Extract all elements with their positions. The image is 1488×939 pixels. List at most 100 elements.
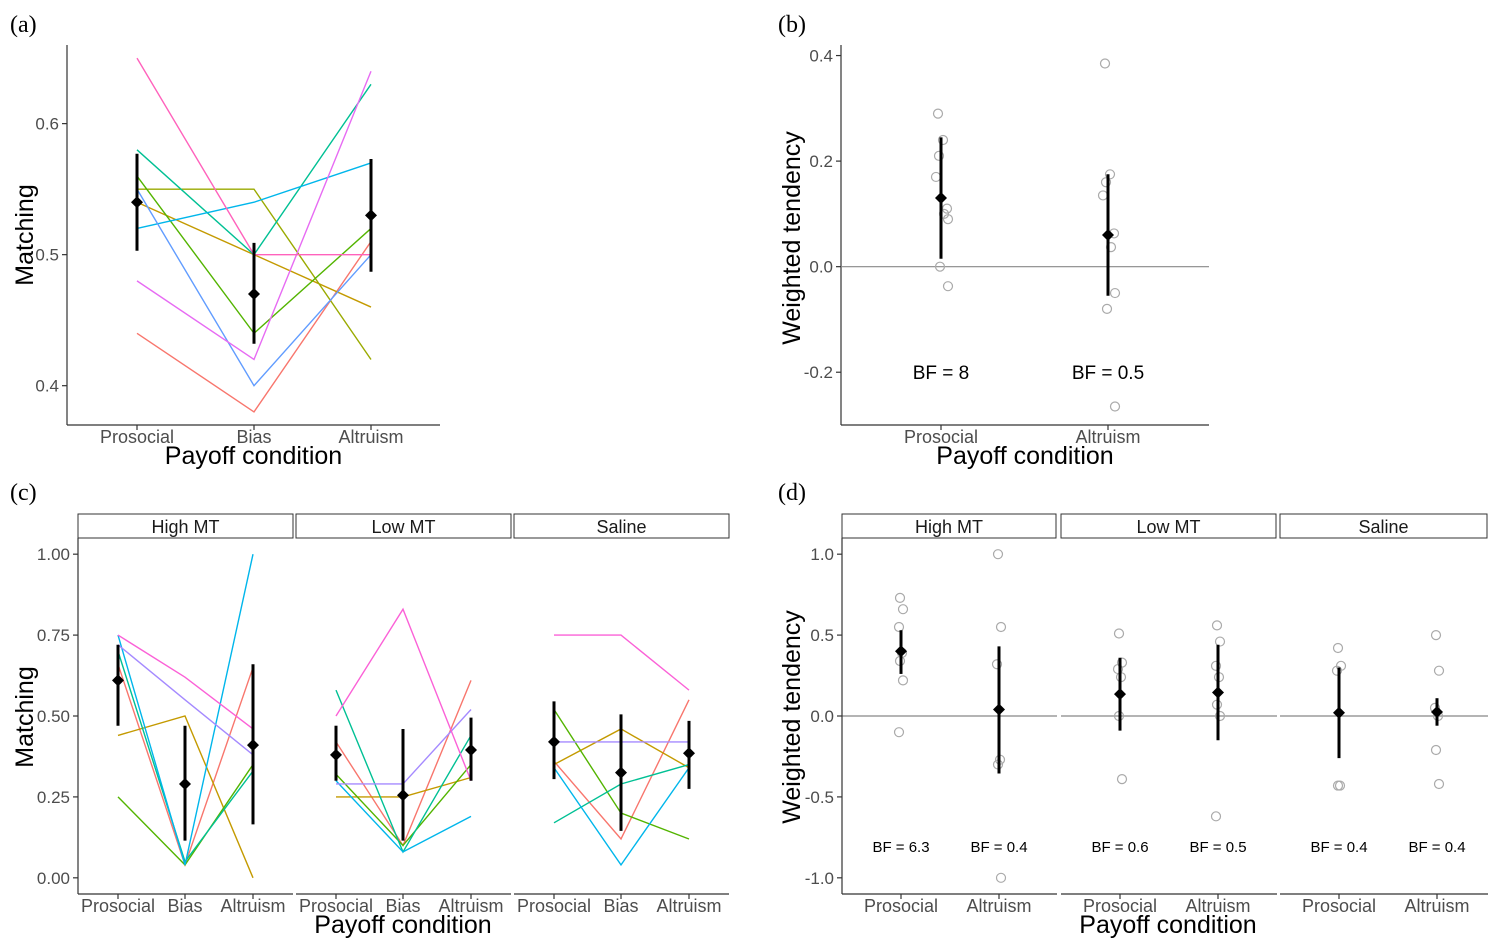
panel-d-facet-1-data-point: [992, 549, 1004, 560]
panel-d-facet-3-data-point: [1331, 665, 1343, 676]
panel-c-facet-3-strip-box: [513, 513, 730, 539]
panel-c-facet-2-x-tick-label: Bias: [385, 896, 420, 916]
panel-d-facet-2-mean-point: [1114, 688, 1126, 701]
panel-d-facet-2-strip-box: [1060, 513, 1277, 539]
panel-b-data-point: [1099, 58, 1111, 69]
panel-d-facet-3-data-point: [1332, 780, 1344, 791]
panel-d-facet-1-mean-point: [993, 703, 1005, 716]
panel-d-facet-3-data-point: [1433, 778, 1445, 790]
panel-d-facet-1-data-point: [995, 621, 1007, 633]
panel-d-facet-1-bf-annotation: BF = 6.3: [872, 839, 929, 856]
panel-c-facet-2-x-tick-label: Altruism: [438, 896, 503, 916]
panel-b-data-point: [1097, 190, 1109, 201]
panel-d-facet-2-data-point: [1116, 774, 1128, 785]
panel-c-y-tick-label: 0.00: [37, 869, 70, 888]
panel-a-subject-line: [137, 188, 372, 360]
panel-d-facet-1-strip-box: [841, 513, 1057, 539]
panel-c-facet-1-subject-line: [117, 644, 254, 756]
panel-b-mean-point: [1102, 229, 1114, 241]
panel-a-subject-line: [136, 83, 372, 256]
panel-c-facet-1-x-tick-label: Prosocial: [81, 896, 155, 916]
panel-b-mean-point: [935, 192, 947, 205]
panel-b-y-tick-label: 0.0: [809, 258, 833, 277]
panel-d-facet-1-data-point: [894, 592, 906, 603]
panel-d-facet-2-data-point: [1211, 620, 1223, 631]
panel-b-x-axis-title: Payoff condition: [936, 442, 1113, 470]
panel-b-data-point: [1109, 287, 1121, 299]
panel-c-facet-1-subject-line: [117, 634, 254, 730]
panel-c-facet-1-mean-point: [179, 777, 191, 790]
panel-a-y-tick-label: 0.4: [35, 377, 59, 396]
panel-d-facet-1-strip-label: High MT: [915, 517, 983, 537]
panel-b-data-point: [1100, 177, 1112, 188]
panel-d-facet-3-bf-annotation: BF = 0.4: [1408, 839, 1465, 856]
panel-d-facet-1-data-point: [991, 659, 1003, 670]
panel-b: (b) -0.2 0.0 0.2 0.4 Prosocial Altruism BF = 8…: [778, 12, 1209, 470]
panel-b-data-point: [934, 261, 946, 272]
panel-c-y-tick-label: 0.25: [37, 788, 70, 807]
panel-d-facet-2-data-point: [1214, 710, 1226, 722]
panel-d-facet-3-strip-box: [1279, 513, 1488, 539]
panel-a-y-axis-title: Matching: [11, 184, 39, 285]
panel-d-facet-3-x-tick-label: Altruism: [1404, 896, 1469, 916]
panel-c-y-axis-title: Matching: [11, 666, 39, 767]
panel-c-facet-1-x-tick-label: Bias: [167, 896, 202, 916]
panel-c-facet-3-mean-point: [683, 747, 695, 760]
panel-b-data-point: [942, 214, 954, 225]
panel-a-y-tick-label: 0.6: [35, 115, 59, 134]
panel-a: (a) 0.4 0.5 0.6 Prosocial Bias AltruismPayoff…: [10, 12, 440, 470]
panel-b-y-tick-label: -0.2: [804, 363, 833, 382]
panel-c-x-axis-title: Payoff condition: [314, 911, 491, 939]
panel-a-mean-point: [365, 209, 377, 222]
panel-c-facet-2-subject-line: [335, 607, 472, 781]
panel-a-x-tick-label: Prosocial: [100, 427, 174, 447]
panel-d-label: (d): [778, 480, 806, 506]
panel-d-facet-3-x-tick-label: Prosocial: [1302, 896, 1376, 916]
panel-b-x-tick-label: Prosocial: [904, 427, 978, 447]
panel-d-x-axis-title: Payoff condition: [1079, 911, 1256, 939]
panel-a-subject-line: [136, 70, 372, 361]
panel-d-facet-3-strip-label: Saline: [1358, 517, 1408, 537]
panel-d-facet-3-data-point: [1430, 744, 1442, 756]
panel-d-facet-3-bf-annotation: BF = 0.4: [1310, 839, 1367, 856]
panel-c-facet-1-mean-point: [112, 674, 124, 687]
panel-d-y-tick-label: 0.0: [810, 707, 834, 726]
panel-d-y-tick-label: -1.0: [805, 869, 834, 888]
panel-c-facet-2-x-tick-label: Prosocial: [299, 896, 373, 916]
panel-d-facet-1-data-point: [893, 727, 905, 738]
panel-c-facet-1-strip-label: High MT: [151, 517, 219, 537]
panel-c-plot-area: 0.00 0.25 0.50 0.75 1.00 High MT Prosocial Bias…: [11, 513, 730, 939]
panel-d-facet-2-x-tick-label: Prosocial: [1083, 896, 1157, 916]
panel-d-facet-1-data-point: [893, 621, 905, 633]
panel-d-facet-1-data-point: [897, 675, 909, 686]
panel-b-data-point: [930, 171, 942, 183]
panel-d-facet-2-data-point: [1210, 660, 1222, 671]
panel-b-y-tick-label: 0.2: [809, 152, 833, 171]
panel-b-data-point: [1109, 401, 1121, 412]
panel-b-data-point: [1101, 303, 1113, 314]
panel-b-data-point: [1104, 169, 1116, 180]
panel-c-y-tick-label: 0.50: [37, 707, 70, 726]
panel-b-data-point: [937, 134, 949, 146]
panel-d-facet-1-data-point: [897, 604, 909, 615]
panel-d-facet-1-mean-point: [895, 645, 907, 658]
panel-d-facet-2-bf-annotation: BF = 0.5: [1189, 839, 1246, 856]
panel-b-y-axis-title: Weighted tendency: [778, 131, 806, 345]
panel-c-facet-1-mean-point: [247, 739, 259, 752]
panel-d: (d) -1.0 -0.5 0.0 0.5 1.0 High MT Prosocial Alt…: [778, 480, 1488, 939]
panel-c-facet-3-mean-point: [548, 735, 560, 748]
panel-c-facet-2-subject-line: [335, 780, 472, 853]
panel-d-facet-2-data-point: [1214, 636, 1226, 647]
panel-a-mean-point: [248, 287, 260, 300]
panel-b-data-point: [932, 108, 944, 119]
panel-c-facet-2-subject-line: [335, 764, 472, 847]
panel-c-facet-3-mean-point: [615, 766, 627, 779]
panel-c-facet-2-mean-point: [397, 789, 409, 802]
panel-c-facet-1-subject-line: [117, 715, 254, 879]
panel-d-facet-3-data-point: [1334, 780, 1346, 791]
panel-d-facet-2-data-point: [1113, 628, 1125, 639]
panel-b-data-point: [941, 203, 953, 214]
panel-d-y-axis-title: Weighted tendency: [778, 610, 806, 824]
